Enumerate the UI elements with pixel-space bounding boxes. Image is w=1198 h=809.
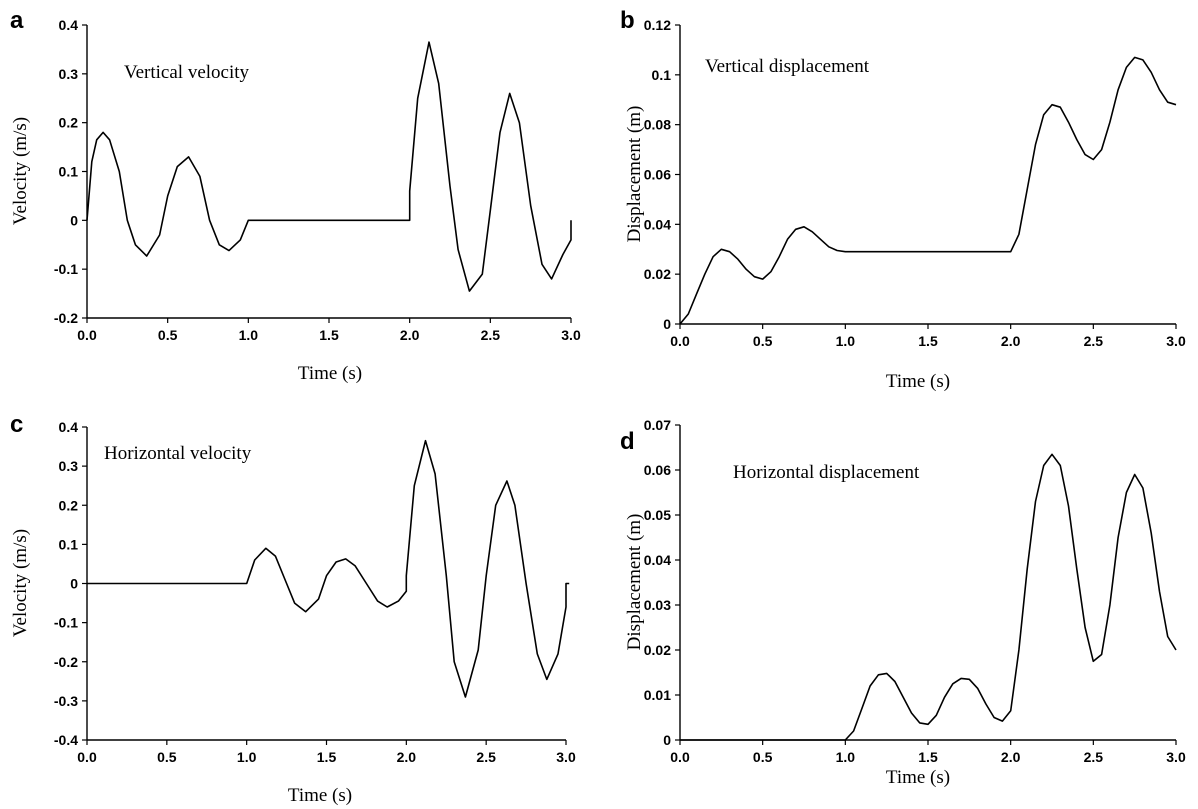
x-tick-label: 0.5 (157, 749, 177, 765)
x-tick-label: 1.5 (317, 749, 337, 765)
y-tick-label: 0.03 (644, 597, 671, 613)
x-tick-label: 0.0 (77, 327, 97, 343)
y-tick-label: 0 (70, 576, 78, 592)
y-tick-label: 0 (663, 732, 671, 748)
y-axis-label: Displacement (m) (624, 106, 645, 243)
series-line (87, 439, 570, 698)
panel-letter: a (10, 7, 24, 34)
y-tick-label: 0 (663, 316, 671, 332)
chart-panel-c: 0.0 0.5 1.0 1.5 2.0 2.5 3.0 -0.4 -0.3 -0.2 -0.1 0 0.… (10, 411, 576, 806)
y-tick-label: 0.06 (644, 167, 671, 183)
x-tick-label: 3.0 (561, 327, 581, 343)
y-tick-label: -0.1 (54, 615, 78, 631)
y-tick-label: 0.07 (644, 417, 671, 433)
chart-panel-b: 0.0 0.5 1.0 1.5 2.0 2.5 3.0 0 0.02 0.04 0.06 0.08 0.… (620, 7, 1186, 392)
chart-title: Vertical velocity (124, 62, 250, 83)
x-tick-label: 2.0 (397, 749, 417, 765)
chart-title: Horizontal velocity (104, 443, 252, 464)
x-axis-label: Time (s) (886, 767, 950, 788)
x-tick-label: 0.5 (158, 327, 178, 343)
y-tick-label: 0.01 (644, 687, 671, 703)
x-tick-label: 3.0 (1166, 749, 1186, 765)
y-tick-label: 0.1 (59, 164, 79, 180)
x-axis-label: Time (s) (288, 785, 352, 806)
x-tick-label: 1.5 (918, 333, 938, 349)
y-tick-label: 0.05 (644, 507, 671, 523)
y-tick-label: 0.1 (652, 67, 672, 83)
series-line (680, 453, 1177, 741)
y-axis-label: Velocity (m/s) (10, 117, 31, 225)
x-tick-label: 0.0 (670, 333, 690, 349)
y-axis-label: Displacement (m) (624, 514, 645, 651)
y-tick-label: 0.02 (644, 266, 671, 282)
x-tick-label: 0.5 (753, 749, 773, 765)
y-tick-label: 0.2 (59, 115, 79, 131)
x-tick-label: 2.5 (1084, 333, 1104, 349)
series-line (86, 41, 572, 292)
panel-letter: d (620, 428, 635, 455)
y-axis-label: Velocity (m/s) (10, 529, 31, 637)
x-tick-label: 3.0 (556, 749, 576, 765)
x-tick-label: 2.0 (1001, 749, 1021, 765)
x-tick-label: 1.5 (918, 749, 938, 765)
y-tick-label: 0.12 (644, 17, 671, 33)
x-tick-label: 1.0 (836, 749, 856, 765)
y-tick-label: 0.3 (59, 458, 79, 474)
x-axis-label: Time (s) (298, 363, 362, 384)
y-tick-label: 0.3 (59, 66, 79, 82)
x-tick-label: 0.5 (753, 333, 773, 349)
y-tick-label: 0.04 (644, 552, 671, 568)
chart-panel-d: 0.0 0.5 1.0 1.5 2.0 2.5 3.0 0 0.01 0.02 0.03 0.04 0.… (620, 417, 1186, 788)
y-tick-label: 0.4 (59, 17, 79, 33)
y-tick-label: 0.06 (644, 462, 671, 478)
panel-letter: c (10, 411, 23, 438)
x-tick-label: 0.0 (77, 749, 97, 765)
panel-letter: b (620, 7, 635, 34)
y-tick-label: -0.2 (54, 654, 78, 670)
chart-title: Horizontal displacement (733, 462, 920, 483)
y-tick-label: 0.4 (59, 419, 79, 435)
x-tick-label: 2.5 (476, 749, 496, 765)
y-tick-label: 0.02 (644, 642, 671, 658)
y-tick-label: 0.1 (59, 536, 79, 552)
series-line (679, 56, 1177, 325)
x-axis-label: Time (s) (886, 371, 950, 392)
chart-panel-a: 0.0 0.5 1.0 1.5 2.0 2.5 3.0 -0.2 -0.1 0 0.1 0.2 0.3 0… (10, 7, 581, 384)
y-tick-label: 0.08 (644, 117, 671, 133)
y-tick-label: 0.2 (59, 497, 79, 513)
x-tick-label: 1.0 (239, 327, 259, 343)
x-tick-label: 0.0 (670, 749, 690, 765)
x-tick-label: 2.0 (1001, 333, 1021, 349)
x-tick-label: 2.0 (400, 327, 420, 343)
y-tick-label: -0.3 (54, 693, 78, 709)
x-tick-label: 1.0 (237, 749, 257, 765)
y-tick-label: 0.04 (644, 216, 671, 232)
chart-title: Vertical displacement (705, 56, 870, 77)
y-tick-label: 0 (70, 212, 78, 228)
x-tick-label: 2.5 (1084, 749, 1104, 765)
x-tick-label: 1.0 (836, 333, 856, 349)
y-tick-label: -0.4 (54, 732, 78, 748)
x-tick-label: 2.5 (481, 327, 501, 343)
x-tick-label: 3.0 (1166, 333, 1186, 349)
y-tick-label: -0.1 (54, 261, 78, 277)
x-tick-label: 1.5 (319, 327, 339, 343)
y-tick-label: -0.2 (54, 310, 78, 326)
